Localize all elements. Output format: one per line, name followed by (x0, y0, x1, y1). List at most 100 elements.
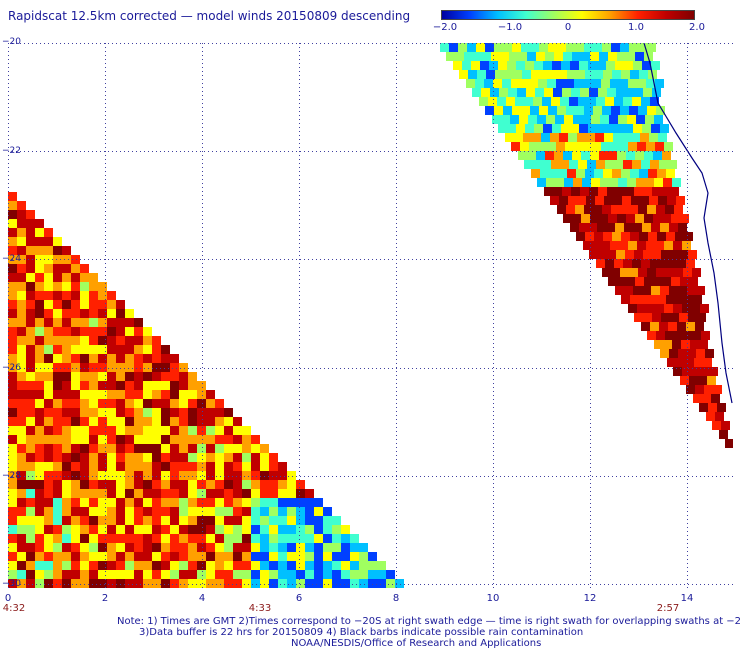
wind-pixel (152, 453, 161, 462)
wind-pixel (701, 331, 710, 340)
wind-pixel (260, 534, 269, 543)
wind-pixel (269, 507, 278, 516)
wind-pixel (35, 426, 44, 435)
wind-pixel (116, 327, 125, 336)
wind-pixel (89, 426, 98, 435)
wind-pixel (152, 498, 161, 507)
wind-pixel (8, 363, 17, 372)
wind-pixel (515, 97, 524, 106)
wind-pixel (8, 381, 17, 390)
wind-pixel (662, 277, 671, 286)
wind-pixel (170, 426, 179, 435)
wind-pixel (161, 543, 170, 552)
wind-pixel (611, 268, 620, 277)
wind-pixel (89, 525, 98, 534)
wind-pixel (296, 561, 305, 570)
wind-pixel (692, 331, 701, 340)
wind-pixel (660, 286, 669, 295)
wind-pixel (206, 534, 215, 543)
wind-pixel (80, 579, 89, 588)
wind-pixel (8, 345, 17, 354)
wind-pixel (8, 534, 17, 543)
wind-pixel (242, 543, 251, 552)
wind-pixel (80, 291, 89, 300)
wind-pixel (215, 507, 224, 516)
wind-pixel (125, 570, 134, 579)
wind-pixel (8, 489, 17, 498)
wind-pixel (625, 250, 634, 259)
wind-pixel (251, 570, 260, 579)
wind-pixel (341, 561, 350, 570)
wind-pixel (89, 417, 98, 426)
wind-pixel (206, 480, 215, 489)
colorbar-label: 1.0 (628, 22, 644, 33)
wind-pixel (513, 70, 522, 79)
wind-pixel (98, 579, 107, 588)
wind-pixel (17, 417, 26, 426)
wind-pixel (498, 61, 507, 70)
wind-pixel (134, 552, 143, 561)
wind-pixel (44, 534, 53, 543)
wind-pixel (80, 498, 89, 507)
wind-pixel (62, 273, 71, 282)
wind-pixel (670, 187, 679, 196)
wind-pixel (143, 480, 152, 489)
wind-pixel (8, 507, 17, 516)
wind-pixel (677, 259, 686, 268)
longitude-label: 12 (583, 593, 597, 604)
wind-pixel (80, 399, 89, 408)
wind-pixel (260, 462, 269, 471)
wind-pixel (269, 516, 278, 525)
wind-pixel (660, 223, 669, 232)
wind-pixel (652, 250, 661, 259)
wind-pixel (152, 417, 161, 426)
wind-pixel (161, 579, 170, 588)
wind-pixel (26, 444, 35, 453)
wind-pixel (554, 52, 563, 61)
wind-pixel (8, 516, 17, 525)
wind-pixel (332, 516, 341, 525)
wind-pixel (549, 70, 558, 79)
wind-pixel (44, 390, 53, 399)
wind-pixel (567, 70, 576, 79)
wind-pixel (655, 304, 664, 313)
wind-pixel (26, 300, 35, 309)
wind-pixel (107, 561, 116, 570)
wind-pixel (621, 232, 630, 241)
wind-pixel (479, 97, 488, 106)
wind-pixel (233, 570, 242, 579)
wind-pixel (570, 223, 579, 232)
colorbar-label: −2.0 (432, 22, 458, 33)
wind-pixel (242, 426, 251, 435)
wind-pixel (617, 277, 626, 286)
wind-pixel (615, 286, 624, 295)
wind-pixel (628, 241, 637, 250)
wind-pixel (459, 70, 468, 79)
wind-pixel (179, 444, 188, 453)
wind-pixel (179, 408, 188, 417)
wind-pixel (26, 543, 35, 552)
wind-pixel (197, 462, 206, 471)
wind-pixel (89, 453, 98, 462)
wind-pixel (633, 61, 642, 70)
wind-pixel (170, 372, 179, 381)
wind-pixel (62, 534, 71, 543)
wind-pixel (620, 268, 629, 277)
wind-pixel (713, 385, 722, 394)
wind-pixel (35, 552, 44, 561)
wind-pixel (563, 214, 572, 223)
wind-pixel (89, 498, 98, 507)
wind-pixel (663, 340, 672, 349)
wind-pixel (107, 489, 116, 498)
wind-pixel (350, 579, 359, 588)
wind-pixel (80, 390, 89, 399)
wind-pixel (215, 516, 224, 525)
wind-pixel (44, 570, 53, 579)
wind-pixel (107, 426, 116, 435)
wind-pixel (44, 543, 53, 552)
wind-pixel (188, 390, 197, 399)
wind-pixel (170, 444, 179, 453)
wind-pixel (116, 399, 125, 408)
wind-pixel (35, 453, 44, 462)
wind-pixel (650, 259, 659, 268)
